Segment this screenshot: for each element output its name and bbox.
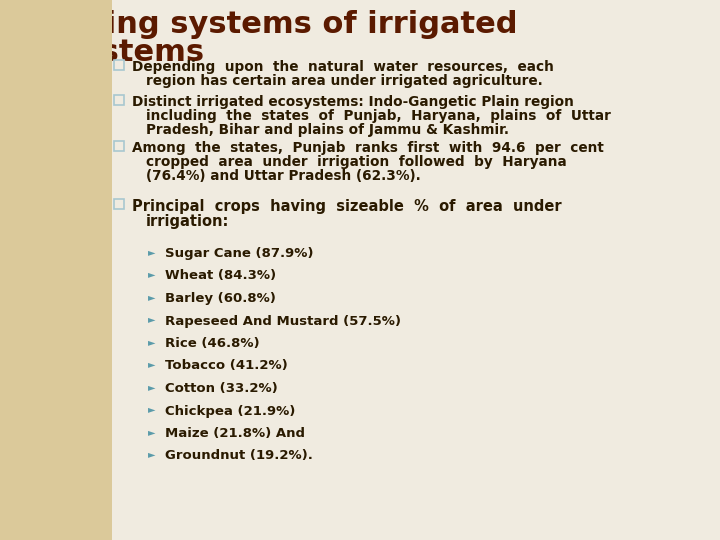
Text: Cropping systems of irrigated: Cropping systems of irrigated: [4, 10, 518, 39]
Text: Distinct irrigated ecosystems: Indo-Gangetic Plain region: Distinct irrigated ecosystems: Indo-Gang…: [132, 95, 574, 109]
Text: Principal  crops  having  sizeable  %  of  area  under: Principal crops having sizeable % of are…: [132, 199, 562, 214]
Text: ►: ►: [148, 360, 156, 369]
Text: irrigation:: irrigation:: [146, 214, 230, 229]
Bar: [114, 199, 124, 209]
Text: Rice (46.8%): Rice (46.8%): [165, 337, 260, 350]
Text: Sugar Cane (87.9%): Sugar Cane (87.9%): [165, 247, 313, 260]
Bar: [114, 60, 124, 70]
Text: ►: ►: [148, 269, 156, 280]
Text: ►: ►: [148, 449, 156, 460]
Text: Chickpea (21.9%): Chickpea (21.9%): [165, 404, 295, 417]
Text: ►: ►: [148, 382, 156, 392]
Text: Among  the  states,  Punjab  ranks  first  with  94.6  per  cent: Among the states, Punjab ranks first wit…: [132, 141, 604, 155]
Text: Pradesh, Bihar and plains of Jammu & Kashmir.: Pradesh, Bihar and plains of Jammu & Kas…: [146, 123, 509, 137]
Text: ►: ►: [148, 314, 156, 325]
Text: ►: ►: [148, 247, 156, 257]
Text: cropped  area  under  irrigation  followed  by  Haryana: cropped area under irrigation followed b…: [146, 155, 567, 169]
Text: Wheat (84.3%): Wheat (84.3%): [165, 269, 276, 282]
Text: region has certain area under irrigated agriculture.: region has certain area under irrigated …: [146, 74, 543, 88]
Text: Groundnut (19.2%).: Groundnut (19.2%).: [165, 449, 313, 462]
Text: ecosystems: ecosystems: [4, 38, 205, 67]
Text: Rapeseed And Mustard (57.5%): Rapeseed And Mustard (57.5%): [165, 314, 401, 327]
Text: including  the  states  of  Punjab,  Haryana,  plains  of  Uttar: including the states of Punjab, Haryana,…: [146, 109, 611, 123]
Text: Maize (21.8%) And: Maize (21.8%) And: [165, 427, 305, 440]
Text: Tobacco (41.2%): Tobacco (41.2%): [165, 360, 288, 373]
Text: Barley (60.8%): Barley (60.8%): [165, 292, 276, 305]
Text: Cotton (33.2%): Cotton (33.2%): [165, 382, 278, 395]
Text: ►: ►: [148, 337, 156, 347]
Text: (76.4%) and Uttar Pradesh (62.3%).: (76.4%) and Uttar Pradesh (62.3%).: [146, 169, 420, 183]
Bar: [114, 95, 124, 105]
Text: ►: ►: [148, 427, 156, 437]
Bar: [114, 141, 124, 151]
Text: ►: ►: [148, 292, 156, 302]
Text: Depending  upon  the  natural  water  resources,  each: Depending upon the natural water resourc…: [132, 60, 554, 74]
Text: ►: ►: [148, 404, 156, 415]
